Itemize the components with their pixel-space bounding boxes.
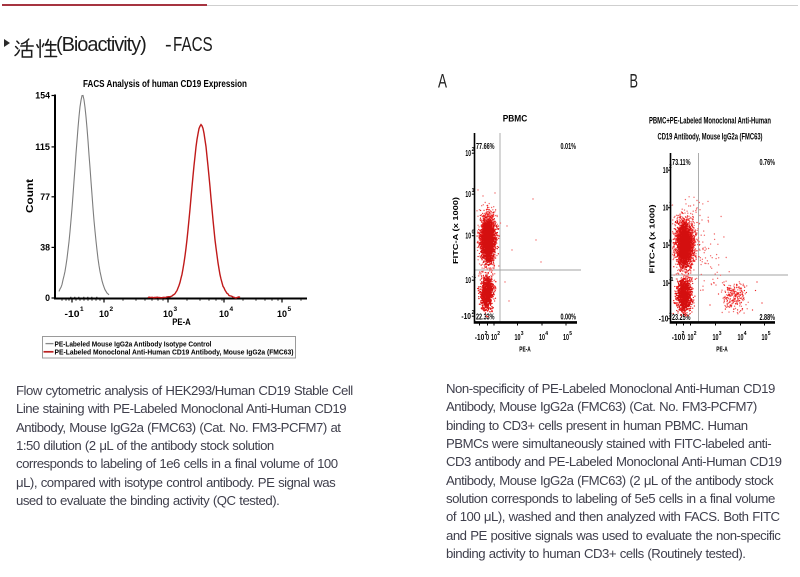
svg-text:38: 38 bbox=[40, 243, 50, 254]
svg-text:5: 5 bbox=[569, 331, 572, 337]
svg-text:2.88%: 2.88% bbox=[760, 313, 776, 322]
svg-text:10: 10 bbox=[663, 166, 669, 175]
svg-text:0: 0 bbox=[669, 239, 672, 245]
svg-text:2: 2 bbox=[497, 331, 500, 337]
svg-text:1: 1 bbox=[80, 306, 84, 313]
svg-text:FITC-A (x 1000): FITC-A (x 1000) bbox=[648, 204, 657, 274]
svg-text:10: 10 bbox=[663, 204, 669, 213]
svg-text:10: 10 bbox=[738, 333, 744, 342]
svg-text:77.66%: 77.66% bbox=[476, 142, 495, 151]
svg-text:10: 10 bbox=[219, 309, 229, 320]
svg-text:-10: -10 bbox=[672, 333, 682, 342]
svg-text:4: 4 bbox=[744, 331, 747, 337]
svg-text:0: 0 bbox=[486, 333, 490, 342]
svg-text:5: 5 bbox=[288, 306, 292, 313]
svg-text:-10: -10 bbox=[65, 309, 80, 320]
svg-text:115: 115 bbox=[35, 142, 50, 153]
svg-text:10: 10 bbox=[163, 309, 173, 320]
svg-text:23.25%: 23.25% bbox=[672, 313, 691, 322]
svg-text:10: 10 bbox=[515, 333, 521, 342]
svg-text:2: 2 bbox=[472, 310, 475, 316]
svg-text:-1: -1 bbox=[472, 274, 477, 280]
svg-text:0.00%: 0.00% bbox=[561, 313, 577, 322]
svg-text:A: A bbox=[438, 71, 447, 93]
svg-text:FACS Analysis of human CD19 Ex: FACS Analysis of human CD19 Expression bbox=[83, 79, 247, 90]
svg-text:2: 2 bbox=[669, 164, 672, 170]
svg-text:5: 5 bbox=[768, 331, 771, 337]
svg-text:10: 10 bbox=[465, 190, 471, 199]
svg-text:10: 10 bbox=[663, 279, 669, 288]
svg-text:22.33%: 22.33% bbox=[476, 313, 495, 322]
svg-text:2: 2 bbox=[669, 312, 672, 318]
svg-text:4: 4 bbox=[230, 306, 234, 313]
svg-text:10: 10 bbox=[465, 276, 471, 285]
svg-text:PBMC+PE-Labeled Monoclonal Ant: PBMC+PE-Labeled Monoclonal Anti-Human bbox=[649, 116, 771, 127]
svg-text:10: 10 bbox=[713, 333, 719, 342]
svg-text:0: 0 bbox=[472, 229, 475, 235]
svg-text:FITC-A (x 1000): FITC-A (x 1000) bbox=[451, 196, 460, 264]
svg-text:0.76%: 0.76% bbox=[760, 158, 776, 167]
svg-text:10: 10 bbox=[491, 333, 497, 342]
svg-text:PE-A: PE-A bbox=[716, 347, 728, 354]
svg-text:2: 2 bbox=[110, 306, 114, 313]
svg-text:154: 154 bbox=[35, 91, 50, 102]
svg-text:10: 10 bbox=[277, 309, 287, 320]
svg-text:10: 10 bbox=[762, 333, 768, 342]
svg-text:10: 10 bbox=[465, 232, 471, 241]
svg-text:0.01%: 0.01% bbox=[561, 142, 577, 151]
svg-text:0: 0 bbox=[682, 333, 686, 342]
svg-text:2: 2 bbox=[694, 331, 697, 337]
svg-text:B: B bbox=[630, 71, 639, 93]
svg-text:PE-A: PE-A bbox=[172, 317, 191, 328]
svg-text:77: 77 bbox=[40, 192, 50, 203]
svg-text:PBMC: PBMC bbox=[503, 114, 528, 125]
svg-text:1: 1 bbox=[669, 201, 672, 207]
svg-text:10: 10 bbox=[563, 333, 569, 342]
svg-text:1: 1 bbox=[472, 188, 475, 194]
svg-text:3: 3 bbox=[719, 331, 722, 337]
svg-text:10: 10 bbox=[465, 149, 471, 158]
svg-text:Count: Count bbox=[25, 178, 36, 213]
svg-text:PE-Labeled Mouse IgG2a Antibod: PE-Labeled Mouse IgG2a Antibody Isotype … bbox=[55, 339, 212, 348]
svg-text:10: 10 bbox=[663, 241, 669, 250]
svg-text:2: 2 bbox=[472, 147, 475, 153]
svg-text:-10: -10 bbox=[475, 333, 485, 342]
svg-text:10: 10 bbox=[688, 333, 694, 342]
svg-text:3: 3 bbox=[174, 306, 178, 313]
svg-text:3: 3 bbox=[521, 331, 524, 337]
svg-text:-10: -10 bbox=[461, 312, 471, 321]
svg-text:-1: -1 bbox=[669, 277, 674, 283]
svg-text:4: 4 bbox=[545, 331, 548, 337]
svg-text:CD19 Antibody, Mouse IgG2a (FM: CD19 Antibody, Mouse IgG2a (FMC63) bbox=[658, 132, 763, 143]
svg-text:PE-A: PE-A bbox=[519, 347, 531, 354]
svg-text:10: 10 bbox=[539, 333, 545, 342]
svg-text:2: 2 bbox=[682, 331, 685, 337]
svg-text:73.11%: 73.11% bbox=[672, 158, 691, 167]
svg-text:0: 0 bbox=[45, 293, 50, 304]
svg-text:-10: -10 bbox=[659, 315, 669, 324]
svg-text:10: 10 bbox=[99, 309, 109, 320]
svg-text:PE-Labeled Monoclonal Anti-Hum: PE-Labeled Monoclonal Anti-Human CD19 An… bbox=[55, 348, 294, 357]
svg-text:2: 2 bbox=[485, 331, 488, 337]
